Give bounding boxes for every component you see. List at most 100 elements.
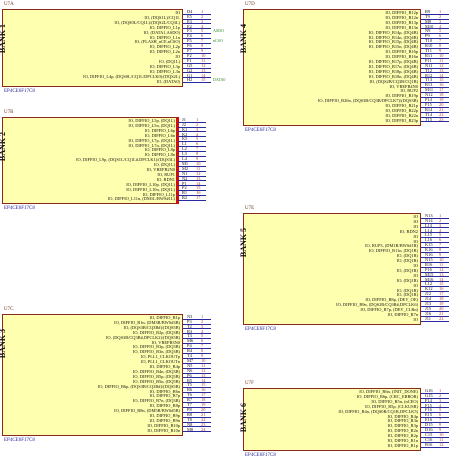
pin-name: J11 bbox=[425, 315, 431, 321]
pin-name: M1 bbox=[182, 160, 189, 166]
pin-signal-label: IO, DIFFIO_R1n bbox=[387, 438, 419, 443]
pin-signal-label: IO, DIFFIO_L8p bbox=[144, 147, 175, 153]
pin-name: C15 bbox=[425, 431, 433, 437]
pin-signal-label: IO, DIFFIO_R4n, (DQS0R/CQ1R,DPCLK5) bbox=[338, 408, 418, 414]
pin-lead bbox=[421, 392, 449, 394]
pin-lead bbox=[421, 43, 449, 44]
pin-signal-label: IO, DIFFIO_R4p bbox=[387, 413, 419, 419]
pin-number: 6 bbox=[201, 33, 204, 39]
pin-number: 12 bbox=[439, 441, 444, 447]
pin-signal-label: IO, DIFFIO_B15p, (DQ4B) bbox=[368, 39, 418, 45]
pin-name: R13 bbox=[425, 82, 433, 88]
pin-name: M9 bbox=[425, 18, 432, 24]
pin-number: 10 bbox=[439, 256, 444, 262]
pin-signal-label: IO, DIFFIO_L11p bbox=[142, 191, 175, 197]
pin-signal-label: IO, DIFFIO_L9p, (DQS1L/CQ1L#,DPCLK1)/(DQ… bbox=[76, 157, 175, 163]
component-unit: U7B BANK 2 IO, DIFFIO_L5p, (DQ1L) J1 1 IO, DI… bbox=[0, 110, 220, 228]
pin-lead bbox=[178, 126, 206, 128]
pin-signal-label: IO, DIFFIO_B12p bbox=[385, 10, 418, 15]
pin-lead bbox=[178, 155, 206, 157]
pin-name: P11 bbox=[425, 57, 432, 63]
pin-lead bbox=[183, 348, 211, 349]
pin-signal-label: IO bbox=[413, 263, 418, 268]
pin-lead bbox=[178, 141, 206, 143]
pin-name: N12 bbox=[425, 92, 433, 98]
pin-signal-label: IO, DIFFIO_R9n, (DQS2R/CQ3R#,DPCLK6) bbox=[336, 302, 418, 308]
pin-lead bbox=[183, 77, 211, 79]
pin-name: H2 bbox=[187, 77, 193, 83]
pin-lead bbox=[183, 72, 211, 74]
pin-number: 22 bbox=[201, 416, 206, 422]
pin-lead bbox=[183, 406, 211, 408]
pin-signal-label: IO, DIFFIO_B3n, (DQ3B) bbox=[132, 349, 180, 355]
pin-lead bbox=[421, 286, 449, 288]
pin-signal-label: IO, RUP2 bbox=[400, 88, 418, 94]
pin-name: N14 bbox=[425, 217, 433, 223]
highlight-bar bbox=[176, 117, 179, 205]
pin-name: R11 bbox=[425, 52, 433, 58]
pin-signal-label: IO, RDN1 bbox=[156, 176, 175, 182]
pin-number: 17 bbox=[201, 392, 206, 398]
pin-name: D15 bbox=[425, 422, 433, 428]
pin-signal-label: IO, DIFFIO_B9p bbox=[149, 413, 181, 418]
component-body bbox=[2, 314, 183, 436]
bank-label: BANK 5 bbox=[239, 227, 249, 258]
pin-name: R9 bbox=[425, 8, 431, 14]
pin-signal-label: IO, DIFFIO_B23p bbox=[385, 117, 418, 123]
pin-lead bbox=[421, 33, 449, 35]
pin-name: F3 bbox=[187, 28, 192, 34]
pin-number: 17 bbox=[196, 195, 201, 201]
pin-signal-label: IO, DIFFIO_L8n bbox=[144, 152, 175, 158]
pin-signal-label: IO, DIFFIO_B4p bbox=[149, 364, 181, 369]
pin-number: 2 bbox=[196, 121, 199, 127]
pin-lead bbox=[178, 160, 206, 162]
pin-lead bbox=[183, 382, 211, 384]
pin-lead bbox=[183, 401, 211, 403]
pin-name: L15 bbox=[425, 232, 433, 238]
pin-number: 4 bbox=[196, 131, 199, 137]
pin-signal-label: IO, (DQS3B/CQ3B#,DPCLK2)/(DQS5B) bbox=[105, 334, 180, 340]
pin-signal-label: IO, DIFFIO_R3n bbox=[387, 418, 419, 424]
pin-name: E16 bbox=[425, 417, 433, 423]
pin-lead bbox=[421, 47, 449, 49]
pin-name: M7 bbox=[187, 357, 194, 363]
pin-lead bbox=[421, 436, 449, 438]
pin-number: 10 bbox=[439, 431, 444, 437]
pin-number: 15 bbox=[201, 77, 206, 83]
pin-lead bbox=[421, 397, 449, 399]
pin-number: 13 bbox=[439, 271, 444, 277]
bank-label: BANK 4 bbox=[239, 23, 249, 54]
pin-name: P16 bbox=[425, 266, 432, 272]
pin-signal-label: IO, DIFFIO_L4p, (DQS0L/CQ1L/DPCLK0)/(DQS… bbox=[83, 73, 180, 79]
pin-lead bbox=[421, 296, 449, 297]
pin-number: 3 bbox=[201, 323, 204, 329]
pin-name: F1 bbox=[187, 57, 192, 63]
pin-number: 17 bbox=[439, 87, 444, 93]
pin-lead bbox=[421, 417, 449, 419]
pin-number: 11 bbox=[439, 261, 444, 267]
pin-signal-label: IO, DIFFIO_L6n bbox=[144, 132, 175, 138]
pin-name: J16 bbox=[425, 310, 432, 316]
pin-number: 21 bbox=[439, 106, 444, 112]
pin-number: 13 bbox=[196, 175, 201, 181]
pin-lead bbox=[183, 43, 211, 44]
pin-name: J15 bbox=[425, 305, 432, 311]
pin-number: 14 bbox=[439, 276, 444, 282]
pin-signal-label: IO bbox=[413, 238, 418, 244]
pin-name: G16 bbox=[425, 387, 433, 393]
pin-lead bbox=[178, 121, 206, 123]
pin-lead bbox=[421, 300, 449, 302]
pin-number: 7 bbox=[439, 38, 442, 44]
pin-name: F2 bbox=[187, 52, 192, 58]
pin-name: G2 bbox=[187, 67, 193, 73]
pin-number: 12 bbox=[196, 170, 201, 176]
pin-name: R1 bbox=[182, 190, 188, 196]
pin-name: M16 bbox=[425, 276, 434, 282]
pin-signal-label: IO, DIFFIO_B18p, (DQ4B) bbox=[368, 68, 418, 74]
pin-number: 10 bbox=[439, 52, 444, 58]
pin-name: N3 bbox=[187, 313, 193, 319]
pin-lead bbox=[183, 47, 211, 49]
pin-lead bbox=[178, 190, 206, 192]
pin-number: 6 bbox=[439, 412, 442, 418]
pin-lead bbox=[183, 362, 211, 364]
